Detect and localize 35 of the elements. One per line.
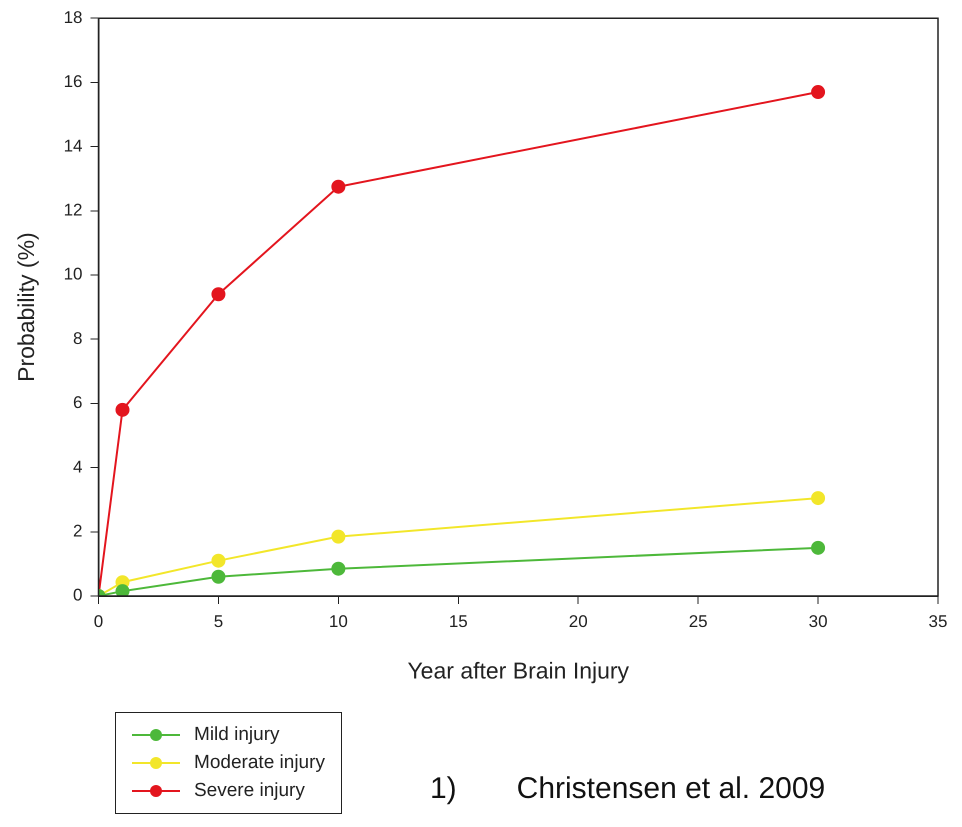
y-tick-label: 14 xyxy=(64,136,83,156)
point xyxy=(811,540,826,555)
point xyxy=(115,584,130,596)
text: 1) Christensen et al. 2009 xyxy=(430,772,826,806)
y-tick-label: 6 xyxy=(73,393,83,412)
legend-label: Severe injury xyxy=(194,780,305,802)
point xyxy=(211,570,226,584)
y-tick-label: 2 xyxy=(73,521,83,540)
point xyxy=(811,491,826,506)
x-tick-label: 5 xyxy=(214,612,224,631)
point xyxy=(331,530,346,544)
x-tick-label: 30 xyxy=(808,612,828,631)
y-tick-label: 0 xyxy=(73,586,83,605)
legend-label: Mild injury xyxy=(194,724,280,746)
point xyxy=(211,287,226,302)
y-tick-label: 10 xyxy=(64,264,83,284)
point xyxy=(211,554,226,568)
x-tick-label: 0 xyxy=(94,612,104,631)
x-tick-label: 25 xyxy=(688,612,708,631)
x-tick-label: 35 xyxy=(928,612,948,631)
y-tick-label: 18 xyxy=(64,8,83,27)
x-tick-label: 20 xyxy=(568,612,588,631)
y-tick-label: 16 xyxy=(64,72,83,92)
y-tick-label: 8 xyxy=(73,328,83,348)
y-tick-label: 12 xyxy=(64,200,83,220)
x-tick-label: 10 xyxy=(328,612,348,631)
legend-label: Moderate injury xyxy=(194,752,325,774)
y-axis-title: Probability (%) xyxy=(13,232,40,382)
x-tick-label: 15 xyxy=(448,612,468,631)
point xyxy=(331,562,346,576)
point xyxy=(331,180,346,194)
point xyxy=(115,402,130,417)
x-axis-title: Year after Brain Injury xyxy=(407,658,630,684)
y-tick-label: 4 xyxy=(73,457,83,476)
point xyxy=(811,85,826,100)
